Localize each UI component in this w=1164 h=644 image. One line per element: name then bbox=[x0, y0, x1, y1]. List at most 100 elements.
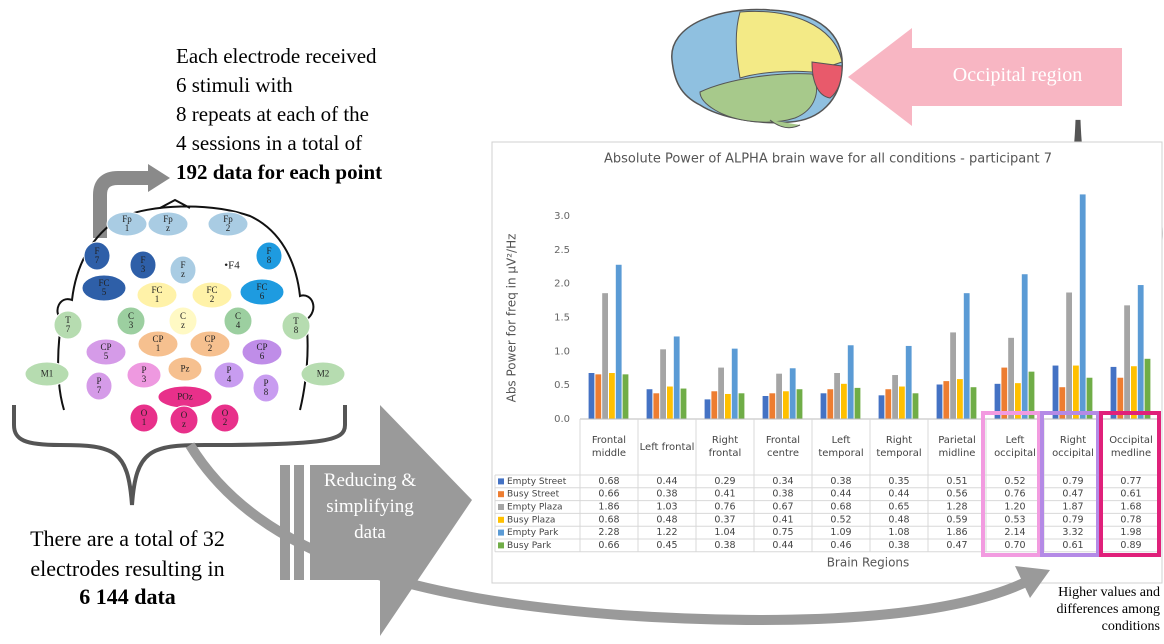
electrode-label: Pz bbox=[181, 365, 190, 374]
table-value: 0.34 bbox=[772, 476, 793, 487]
arrow-head bbox=[148, 164, 170, 192]
table-value: 0.79 bbox=[1062, 514, 1083, 525]
table-value: 0.51 bbox=[946, 476, 967, 487]
electrode-label: O 2 bbox=[222, 409, 229, 427]
table-value: 1.22 bbox=[656, 527, 677, 538]
bar bbox=[1022, 274, 1028, 419]
bar bbox=[892, 375, 898, 419]
table-value: 0.44 bbox=[656, 476, 677, 487]
bar bbox=[769, 393, 775, 419]
y-tick-label: 0.0 bbox=[554, 414, 570, 425]
table-value: 0.76 bbox=[1004, 489, 1025, 500]
bar bbox=[739, 393, 745, 419]
table-value: 0.44 bbox=[772, 540, 793, 551]
legend-label: Busy Street bbox=[507, 490, 560, 500]
findings-note: Higher values and differences among cond… bbox=[1010, 584, 1160, 635]
note-emphasis: 192 data for each point bbox=[176, 160, 382, 185]
table-value: 1.98 bbox=[1120, 527, 1141, 538]
bar bbox=[1080, 194, 1086, 419]
table-value: 1.86 bbox=[946, 527, 967, 538]
bar bbox=[1145, 359, 1151, 419]
bar bbox=[609, 373, 615, 419]
electrode-label: P 7 bbox=[96, 377, 101, 395]
electrode-label: F 7 bbox=[94, 247, 99, 265]
y-tick-label: 1.0 bbox=[554, 346, 570, 357]
y-axis-label: Abs Power for freq in µV²/Hz bbox=[505, 234, 519, 403]
x-tick-label: Parietal midline bbox=[928, 421, 986, 473]
table-value: 0.44 bbox=[830, 489, 851, 500]
electrode-label: FC 1 bbox=[151, 286, 162, 304]
bar bbox=[964, 293, 970, 419]
table-value: 0.68 bbox=[598, 514, 619, 525]
electrode-label: CP 6 bbox=[256, 343, 267, 361]
legend-swatch bbox=[498, 478, 504, 484]
table-value: 3.32 bbox=[1062, 527, 1083, 538]
bar bbox=[1124, 305, 1130, 419]
bar bbox=[623, 374, 629, 419]
electrode-label: O z bbox=[181, 411, 188, 429]
bar bbox=[711, 391, 717, 419]
table-value: 1.20 bbox=[1004, 502, 1025, 513]
y-tick-label: 2.5 bbox=[554, 245, 570, 256]
bar bbox=[1066, 293, 1072, 420]
table-value: 2.28 bbox=[598, 527, 619, 538]
electrode-label: P 4 bbox=[226, 366, 231, 384]
bar bbox=[763, 396, 769, 419]
table-value: 0.52 bbox=[1004, 476, 1025, 487]
bar bbox=[1008, 338, 1014, 419]
legend-swatch bbox=[498, 530, 504, 536]
electrode-label: F z bbox=[180, 261, 185, 279]
legend-swatch bbox=[498, 517, 504, 523]
electrode-label: P 8 bbox=[263, 379, 268, 397]
table-value: 0.77 bbox=[1120, 476, 1141, 487]
legend-swatch bbox=[498, 542, 504, 548]
bar bbox=[616, 265, 622, 419]
table-value: 0.79 bbox=[1062, 476, 1083, 487]
table-value: 0.67 bbox=[772, 502, 793, 513]
x-tick-label: Left frontal bbox=[638, 421, 696, 473]
electrode-label: CP 2 bbox=[204, 335, 215, 353]
table-value: 0.61 bbox=[1120, 489, 1141, 500]
bar bbox=[1053, 366, 1059, 419]
chart-title: Absolute Power of ALPHA brain wave for a… bbox=[604, 152, 1052, 167]
y-tick-label: 0.5 bbox=[554, 380, 570, 391]
table-value: 0.38 bbox=[772, 489, 793, 500]
legend-label: Empty Park bbox=[507, 528, 559, 538]
table-value: 0.75 bbox=[772, 527, 793, 538]
electrode-label: POz bbox=[177, 393, 193, 402]
table-value: 0.56 bbox=[946, 489, 967, 500]
bar bbox=[848, 345, 854, 419]
bar bbox=[797, 389, 803, 419]
electrode-label: M2 bbox=[317, 370, 330, 379]
electrode-label: CP 1 bbox=[152, 335, 163, 353]
electrode-label: Fp 2 bbox=[223, 215, 233, 233]
electrode-label: O 1 bbox=[141, 409, 148, 427]
bar bbox=[790, 368, 796, 419]
x-tick-label: Frontal centre bbox=[754, 421, 812, 473]
bar bbox=[957, 379, 963, 419]
bar bbox=[776, 374, 782, 419]
table-value: 1.03 bbox=[656, 502, 677, 513]
table-value: 0.47 bbox=[1062, 489, 1083, 500]
bar bbox=[834, 373, 840, 419]
bar bbox=[950, 332, 956, 419]
electrode-label: P 3 bbox=[141, 366, 146, 384]
bar bbox=[906, 346, 912, 419]
bar bbox=[718, 368, 724, 419]
table-value: 0.70 bbox=[1004, 540, 1025, 551]
table-value: 1.04 bbox=[714, 527, 735, 538]
table-value: 0.38 bbox=[714, 540, 735, 551]
electrode-label: C z bbox=[180, 312, 186, 330]
table-value: 0.46 bbox=[830, 540, 851, 551]
process-label: Reducing & simplifying data bbox=[322, 468, 418, 546]
bar bbox=[885, 389, 891, 419]
bar-stripe bbox=[294, 465, 304, 580]
table-value: 0.38 bbox=[830, 476, 851, 487]
table-value: 0.78 bbox=[1120, 514, 1141, 525]
table-value: 1.87 bbox=[1062, 502, 1083, 513]
bar bbox=[1138, 285, 1144, 419]
electrode-label: C 3 bbox=[128, 312, 134, 330]
electrode-label: Fp 1 bbox=[122, 215, 132, 233]
legend-swatch bbox=[498, 504, 504, 510]
table-value: 0.29 bbox=[714, 476, 735, 487]
